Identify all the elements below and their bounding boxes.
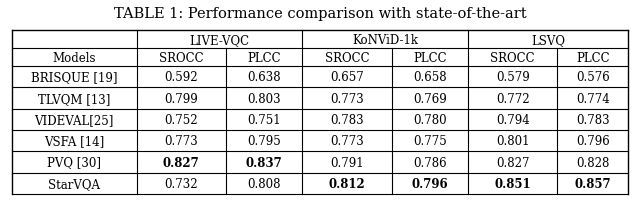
Text: 0.751: 0.751 <box>248 113 281 126</box>
Text: 0.791: 0.791 <box>330 156 364 169</box>
Text: 0.812: 0.812 <box>329 177 365 190</box>
Text: 0.803: 0.803 <box>248 92 281 105</box>
Text: 0.857: 0.857 <box>575 177 611 190</box>
Text: SROCC: SROCC <box>159 51 204 64</box>
Text: 0.773: 0.773 <box>330 92 364 105</box>
Text: 0.808: 0.808 <box>248 177 281 190</box>
Text: VSFA [14]: VSFA [14] <box>44 135 104 147</box>
Text: LSVQ: LSVQ <box>531 33 565 46</box>
Text: 0.773: 0.773 <box>164 135 198 147</box>
Text: LIVE-VQC: LIVE-VQC <box>189 33 250 46</box>
Text: SROCC: SROCC <box>490 51 535 64</box>
Text: Models: Models <box>52 51 96 64</box>
Text: 0.658: 0.658 <box>413 71 447 84</box>
Text: BRISQUE [19]: BRISQUE [19] <box>31 71 117 84</box>
Text: VIDEVAL[25]: VIDEVAL[25] <box>35 113 114 126</box>
Text: 0.796: 0.796 <box>412 177 448 190</box>
Text: 0.592: 0.592 <box>164 71 198 84</box>
Text: 0.775: 0.775 <box>413 135 447 147</box>
Text: PLCC: PLCC <box>413 51 447 64</box>
Text: 0.769: 0.769 <box>413 92 447 105</box>
Text: 0.827: 0.827 <box>163 156 200 169</box>
Text: 0.851: 0.851 <box>495 177 531 190</box>
Text: PLCC: PLCC <box>576 51 610 64</box>
Text: StarVQA: StarVQA <box>48 177 100 190</box>
Text: 0.796: 0.796 <box>576 135 610 147</box>
Text: 0.780: 0.780 <box>413 113 447 126</box>
Text: 0.774: 0.774 <box>576 92 610 105</box>
Text: 0.773: 0.773 <box>330 135 364 147</box>
Text: TABLE 1: Performance comparison with state-of-the-art: TABLE 1: Performance comparison with sta… <box>114 7 526 21</box>
Text: TLVQM [13]: TLVQM [13] <box>38 92 110 105</box>
Text: 0.799: 0.799 <box>164 92 198 105</box>
Text: PLCC: PLCC <box>248 51 281 64</box>
Text: 0.783: 0.783 <box>330 113 364 126</box>
Text: 0.795: 0.795 <box>247 135 281 147</box>
Text: 0.576: 0.576 <box>576 71 610 84</box>
Text: 0.794: 0.794 <box>496 113 530 126</box>
Text: PVQ [30]: PVQ [30] <box>47 156 101 169</box>
Text: 0.828: 0.828 <box>576 156 610 169</box>
Text: 0.786: 0.786 <box>413 156 447 169</box>
Text: 0.579: 0.579 <box>496 71 530 84</box>
Text: 0.752: 0.752 <box>164 113 198 126</box>
Text: SROCC: SROCC <box>324 51 369 64</box>
Text: KoNViD-1k: KoNViD-1k <box>352 33 419 46</box>
Text: 0.772: 0.772 <box>496 92 530 105</box>
Text: 0.638: 0.638 <box>248 71 281 84</box>
Text: 0.801: 0.801 <box>496 135 529 147</box>
Text: 0.732: 0.732 <box>164 177 198 190</box>
Text: 0.837: 0.837 <box>246 156 283 169</box>
Text: 0.827: 0.827 <box>496 156 529 169</box>
Text: 0.783: 0.783 <box>576 113 610 126</box>
Text: 0.657: 0.657 <box>330 71 364 84</box>
